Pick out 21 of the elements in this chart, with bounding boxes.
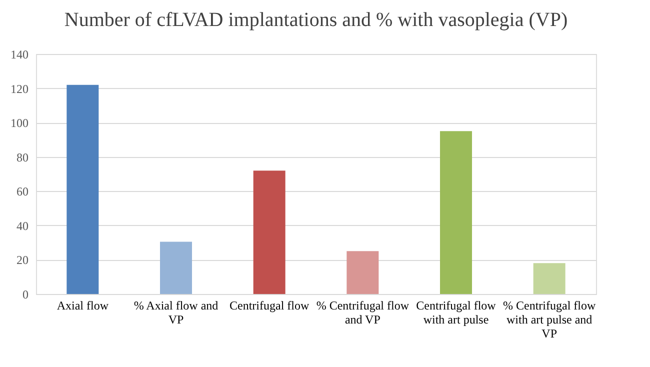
x-tick-label: Centrifugal flow <box>230 298 310 312</box>
x-tick-label: % Centrifugal flow and VP <box>316 298 410 326</box>
bar <box>160 242 192 294</box>
y-tick-label: 60 <box>16 184 28 199</box>
bar <box>346 251 379 294</box>
chart-title: Number of cfLVAD implantations and % with vasoplegia (VP) <box>64 9 568 31</box>
x-tick-label: Centrifugal flow with art pulse <box>416 298 496 326</box>
y-tick-label: 40 <box>16 218 28 233</box>
bar <box>440 131 472 294</box>
x-tick-label: Axial flow <box>56 298 109 312</box>
bar <box>533 263 566 294</box>
bar <box>253 170 286 294</box>
bar <box>66 84 99 294</box>
y-tick-label: 0 <box>22 288 28 302</box>
x-tick-label: % Centrifugal flow with art pulse and VP <box>503 298 596 340</box>
x-tick-label: % Axial flow and VP <box>134 298 218 326</box>
y-tick-label: 20 <box>16 253 28 268</box>
y-tick-label: 120 <box>10 82 28 96</box>
y-tick-label: 100 <box>10 116 28 130</box>
y-tick-label: 80 <box>16 150 28 164</box>
y-tick-label: 140 <box>10 48 28 62</box>
